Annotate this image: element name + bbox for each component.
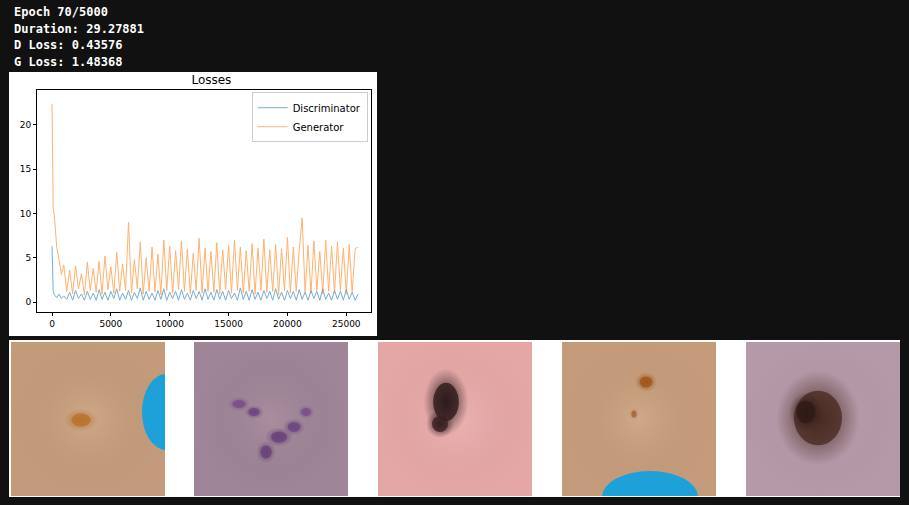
svg-text:5000: 5000 bbox=[99, 319, 122, 329]
svg-text:Losses: Losses bbox=[191, 73, 231, 87]
svg-text:15: 15 bbox=[20, 164, 31, 174]
svg-text:15000: 15000 bbox=[214, 319, 243, 329]
svg-text:20000: 20000 bbox=[273, 319, 302, 329]
svg-text:0: 0 bbox=[25, 297, 31, 307]
svg-text:10: 10 bbox=[20, 209, 32, 219]
html-text:Epoch 70/5000 Duration: 29.278: Epoch 70/5000 Duration: 29.27881 D Loss:… bbox=[14, 5, 144, 69]
svg-text:20: 20 bbox=[20, 120, 32, 130]
svg-text:5: 5 bbox=[25, 253, 31, 263]
svg-text:10000: 10000 bbox=[155, 319, 184, 329]
svg-text:Discriminator: Discriminator bbox=[293, 103, 361, 114]
svg-text:Generator: Generator bbox=[293, 122, 345, 133]
svg-text:25000: 25000 bbox=[332, 319, 361, 329]
svg-text:0: 0 bbox=[49, 319, 55, 329]
